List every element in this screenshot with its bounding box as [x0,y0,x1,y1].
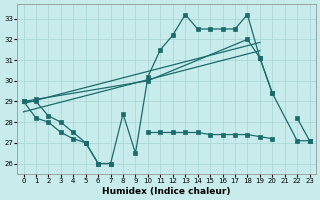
X-axis label: Humidex (Indice chaleur): Humidex (Indice chaleur) [102,187,231,196]
